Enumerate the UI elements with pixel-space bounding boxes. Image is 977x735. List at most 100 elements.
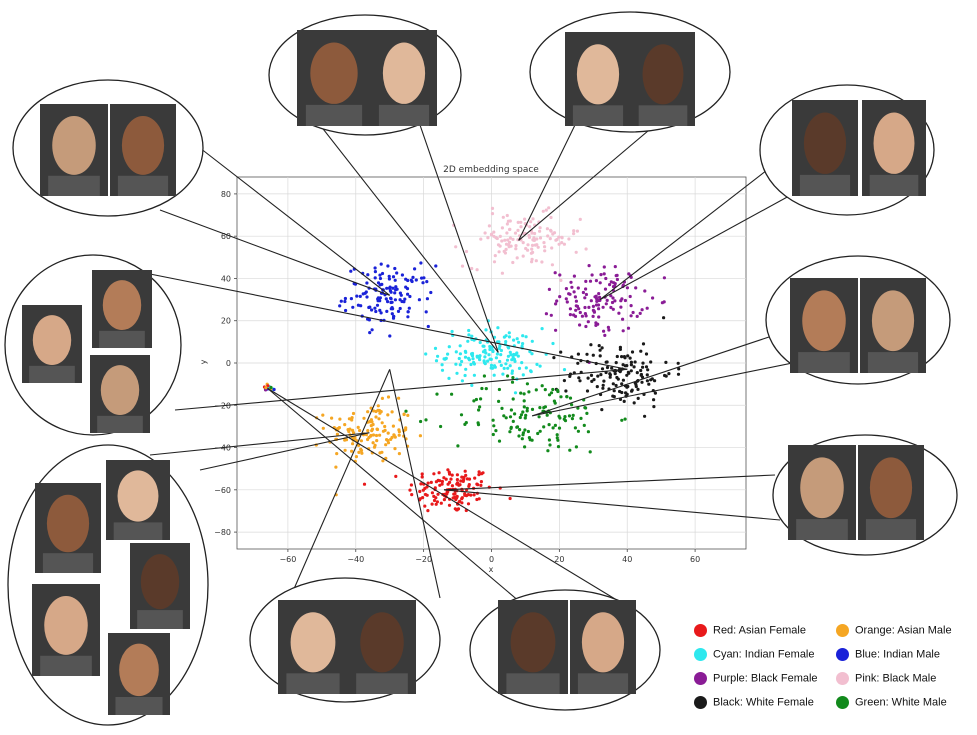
data-point bbox=[366, 410, 370, 414]
shoulders-shape bbox=[577, 673, 629, 694]
callout-pointer bbox=[267, 387, 521, 603]
data-point bbox=[611, 382, 615, 386]
data-point bbox=[589, 299, 593, 303]
data-point bbox=[429, 480, 433, 484]
data-point bbox=[536, 431, 540, 436]
data-point bbox=[560, 241, 564, 245]
data-point bbox=[555, 299, 559, 303]
data-point bbox=[455, 473, 459, 477]
data-point bbox=[374, 309, 378, 314]
data-point bbox=[610, 300, 615, 305]
data-point bbox=[464, 249, 469, 254]
data-point bbox=[530, 339, 534, 343]
data-point bbox=[507, 335, 511, 339]
data-point bbox=[589, 373, 594, 377]
data-point bbox=[432, 494, 436, 498]
data-point bbox=[421, 496, 425, 500]
data-point bbox=[470, 383, 474, 387]
data-point bbox=[605, 365, 610, 370]
data-point bbox=[480, 386, 484, 391]
callout-pointer bbox=[199, 147, 391, 296]
data-point bbox=[472, 399, 476, 403]
data-point bbox=[373, 266, 377, 270]
data-point bbox=[376, 408, 380, 412]
data-point bbox=[591, 314, 595, 318]
data-point bbox=[472, 493, 476, 497]
data-point bbox=[359, 439, 363, 443]
data-point bbox=[530, 247, 534, 251]
data-point bbox=[604, 302, 608, 306]
data-point bbox=[348, 427, 352, 431]
data-point bbox=[518, 428, 522, 432]
legend-swatch bbox=[694, 648, 707, 661]
data-point bbox=[605, 298, 609, 302]
data-point bbox=[504, 362, 508, 366]
data-point bbox=[483, 231, 487, 235]
data-point bbox=[386, 264, 390, 268]
data-point bbox=[479, 397, 483, 401]
data-point bbox=[491, 418, 495, 422]
data-point bbox=[606, 325, 611, 329]
data-point bbox=[419, 419, 423, 424]
face-photo bbox=[371, 30, 437, 126]
data-point bbox=[508, 415, 513, 419]
data-point bbox=[518, 415, 522, 420]
data-point bbox=[497, 250, 501, 254]
data-point bbox=[380, 450, 384, 454]
data-point bbox=[459, 479, 463, 483]
callout-pointer bbox=[518, 124, 576, 241]
data-point bbox=[404, 285, 408, 289]
face-shape bbox=[46, 494, 90, 553]
data-point bbox=[484, 328, 488, 332]
data-point bbox=[403, 297, 407, 301]
data-point bbox=[530, 352, 534, 356]
data-point bbox=[523, 445, 527, 449]
data-point bbox=[487, 224, 491, 228]
shoulders-shape bbox=[638, 105, 688, 126]
data-point bbox=[505, 222, 509, 226]
face-shape bbox=[871, 290, 915, 352]
data-point bbox=[617, 311, 621, 315]
data-point bbox=[568, 448, 572, 452]
data-point bbox=[490, 206, 495, 210]
data-point bbox=[584, 292, 589, 297]
data-point bbox=[639, 349, 643, 353]
data-point bbox=[622, 355, 627, 359]
data-point bbox=[524, 413, 528, 417]
callout-pointer bbox=[289, 369, 391, 599]
data-point bbox=[463, 373, 467, 378]
data-point bbox=[612, 395, 616, 399]
data-point bbox=[486, 236, 490, 240]
data-point bbox=[502, 335, 506, 339]
data-point bbox=[512, 352, 516, 357]
data-point bbox=[565, 395, 569, 399]
callout-pointer bbox=[149, 432, 370, 456]
legend-item: Purple: Black Female bbox=[694, 672, 818, 685]
data-point bbox=[467, 333, 471, 337]
data-point bbox=[347, 417, 351, 421]
data-point bbox=[492, 230, 496, 234]
data-point bbox=[597, 292, 601, 296]
callout-pointer bbox=[159, 209, 390, 296]
data-point bbox=[618, 347, 623, 351]
data-point bbox=[495, 340, 500, 344]
data-point bbox=[513, 359, 517, 363]
data-point bbox=[574, 304, 578, 308]
data-point bbox=[447, 503, 452, 507]
data-point bbox=[530, 260, 534, 264]
data-point bbox=[385, 438, 389, 442]
data-point bbox=[479, 483, 483, 487]
face-photo bbox=[858, 445, 924, 540]
data-point bbox=[482, 374, 486, 378]
data-point bbox=[489, 357, 493, 361]
data-point bbox=[480, 472, 484, 476]
legend-swatch bbox=[836, 696, 849, 709]
data-point bbox=[523, 416, 527, 420]
callout-8 bbox=[249, 369, 441, 703]
data-point bbox=[373, 276, 377, 280]
data-point bbox=[406, 292, 410, 296]
legend-label: Green: White Male bbox=[855, 696, 947, 709]
shoulders-shape bbox=[286, 673, 340, 694]
data-point bbox=[421, 281, 425, 285]
data-point bbox=[530, 407, 535, 411]
